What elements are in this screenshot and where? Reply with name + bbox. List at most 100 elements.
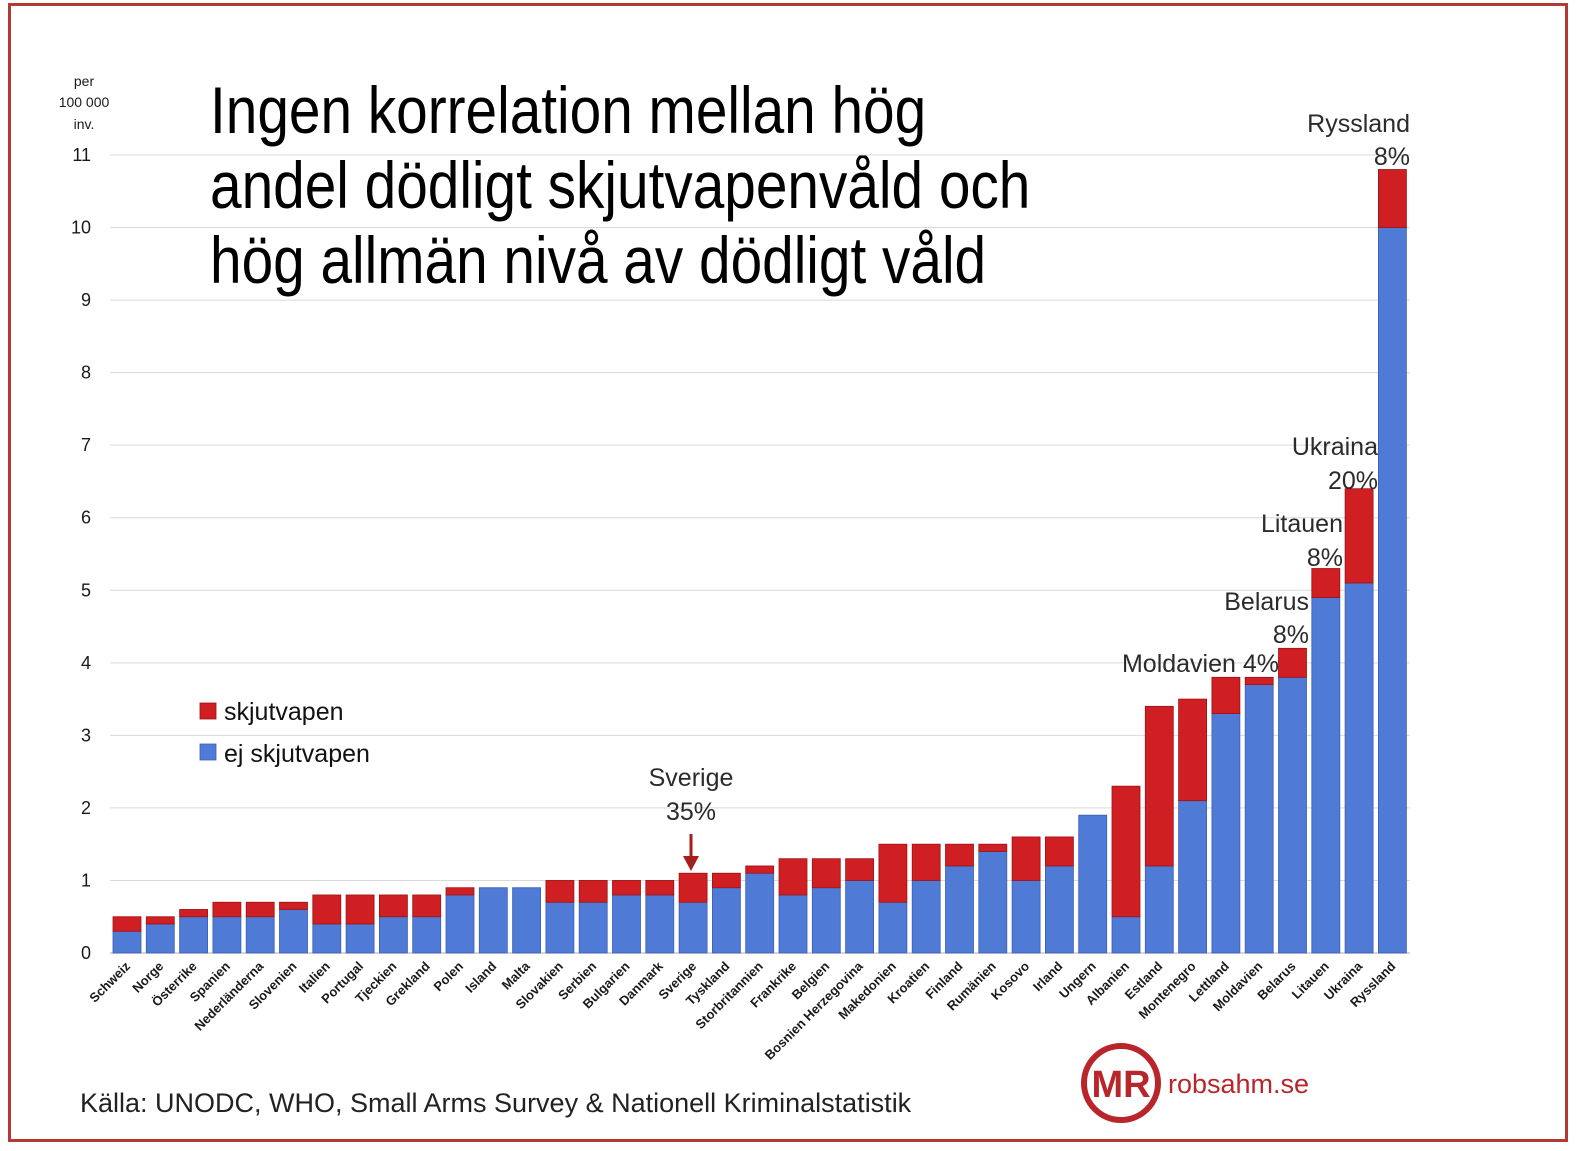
- bar-skjutvapen: [745, 865, 775, 874]
- bar-ej-skjutvapen: [778, 894, 808, 954]
- y-tick-label: 10: [71, 218, 91, 238]
- annotation-label: Sverige: [649, 764, 734, 792]
- bar-ej-skjutvapen: [978, 851, 1008, 954]
- logo-initials: MR: [1091, 1064, 1150, 1106]
- bar-stack: [1111, 785, 1141, 954]
- title-line-2: andel dödligt skjutvapenvåld och: [210, 149, 1030, 223]
- bar-skjutvapen: [245, 901, 275, 918]
- bar-ej-skjutvapen: [911, 880, 941, 954]
- bar-skjutvapen: [978, 843, 1008, 852]
- y-tick-label: 0: [81, 943, 91, 963]
- bar-ej-skjutvapen: [112, 930, 142, 954]
- legend-swatch-ej-skjutvapen: [199, 743, 217, 761]
- bar-skjutvapen: [1211, 676, 1241, 714]
- bar-ej-skjutvapen: [1211, 713, 1241, 954]
- title-line-1: Ingen korrelation mellan hög: [210, 74, 926, 148]
- bar-stack: [645, 880, 675, 954]
- y-tick-label: 1: [81, 870, 91, 890]
- bar-stack: [1211, 676, 1241, 954]
- bar-ej-skjutvapen: [1378, 227, 1407, 954]
- bar-stack: [1378, 169, 1407, 954]
- bar-skjutvapen: [545, 880, 575, 903]
- bar-ej-skjutvapen: [312, 923, 342, 954]
- title-line-3: hög allmän nivå av dödligt våld: [210, 224, 986, 298]
- y-axis-unit-label: per 100 000 inv.: [59, 73, 110, 132]
- bar-skjutvapen: [1111, 785, 1141, 918]
- annotation-label: Moldavien 4%: [1122, 650, 1279, 678]
- legend: skjutvapen ej skjutvapen: [199, 698, 370, 768]
- bar-ej-skjutvapen: [478, 887, 508, 954]
- annotation-ukraina: Ukraina 20%: [1292, 433, 1378, 495]
- bar-stack: [778, 858, 808, 954]
- bar-ej-skjutvapen: [245, 916, 275, 954]
- legend-item-skjutvapen: skjutvapen: [199, 698, 344, 726]
- bar-ej-skjutvapen: [545, 901, 575, 954]
- bar-skjutvapen: [945, 843, 974, 867]
- bar-ej-skjutvapen: [145, 923, 175, 954]
- logo-site-name: robsahm.se: [1168, 1069, 1309, 1099]
- bar-skjutvapen: [1311, 568, 1341, 598]
- bar-skjutvapen: [445, 887, 475, 896]
- bar-stack: [412, 894, 442, 954]
- bar-ej-skjutvapen: [678, 901, 708, 954]
- annotation-moldavien: Moldavien 4%: [1122, 650, 1279, 678]
- bar-skjutvapen: [279, 901, 308, 910]
- bar-ej-skjutvapen: [578, 901, 608, 954]
- bar-stack: [245, 901, 275, 954]
- annotation-label: Ukraina: [1292, 433, 1378, 461]
- annotation-label: Litauen: [1261, 510, 1343, 538]
- y-tick-label: 2: [81, 798, 91, 818]
- bar-ej-skjutvapen: [845, 880, 874, 954]
- annotation-label: Belarus: [1224, 588, 1309, 616]
- bar-stack: [1045, 836, 1074, 954]
- bar-stack: [1344, 488, 1374, 954]
- bar-stack: [1011, 836, 1041, 954]
- bar-skjutvapen: [911, 843, 941, 881]
- bar-stack: [1311, 568, 1341, 954]
- y-tick-label: 9: [81, 290, 91, 310]
- bar-ej-skjutvapen: [1244, 684, 1274, 954]
- bar-ej-skjutvapen: [1011, 880, 1041, 954]
- bar-skjutvapen: [179, 909, 209, 918]
- annotation-percent: 8%: [1307, 544, 1343, 572]
- bar-skjutvapen: [1178, 698, 1207, 802]
- bar-ej-skjutvapen: [1111, 916, 1141, 954]
- bar-stack: [345, 894, 375, 954]
- bar-ej-skjutvapen: [811, 887, 841, 954]
- bar-skjutvapen: [678, 872, 708, 903]
- bar-skjutvapen: [1045, 836, 1074, 867]
- bar-stack: [179, 909, 209, 954]
- annotation-ryssland: Ryssland 8%: [1307, 110, 1410, 171]
- bar-stack: [512, 887, 541, 954]
- bar-skjutvapen: [712, 872, 741, 889]
- bar-stack: [545, 880, 575, 954]
- bar-stack: [445, 887, 475, 954]
- legend-label: skjutvapen: [224, 698, 344, 726]
- bar-stack: [112, 916, 142, 954]
- bars: [112, 169, 1407, 954]
- y-tick-label: 8: [81, 363, 91, 383]
- slide-frame: [8, 3, 1568, 1142]
- bar-skjutvapen: [412, 894, 442, 918]
- bar-skjutvapen: [1278, 647, 1307, 678]
- legend-swatch-skjutvapen: [199, 702, 217, 720]
- annotation-percent: 8%: [1374, 143, 1410, 171]
- bar-stack: [712, 872, 741, 954]
- bar-ej-skjutvapen: [712, 887, 741, 954]
- bar-skjutvapen: [612, 880, 641, 896]
- bar-skjutvapen: [1011, 836, 1041, 881]
- annotation-belarus: Belarus 8%: [1224, 588, 1309, 649]
- bar-ej-skjutvapen: [1311, 597, 1341, 954]
- annotation-percent: 20%: [1328, 467, 1378, 495]
- bar-stack: [1244, 676, 1274, 954]
- bar-ej-skjutvapen: [1178, 800, 1207, 954]
- bar-stack: [145, 916, 175, 954]
- y-tick-label: 3: [81, 725, 91, 745]
- arrow-down-icon: [683, 856, 699, 871]
- bar-stack: [578, 880, 608, 954]
- y-tick-label: 5: [81, 580, 91, 600]
- bar-ej-skjutvapen: [512, 887, 541, 954]
- legend-item-ej-skjutvapen: ej skjutvapen: [199, 740, 370, 768]
- bar-skjutvapen: [112, 916, 142, 932]
- y-tick-label: 6: [81, 508, 91, 528]
